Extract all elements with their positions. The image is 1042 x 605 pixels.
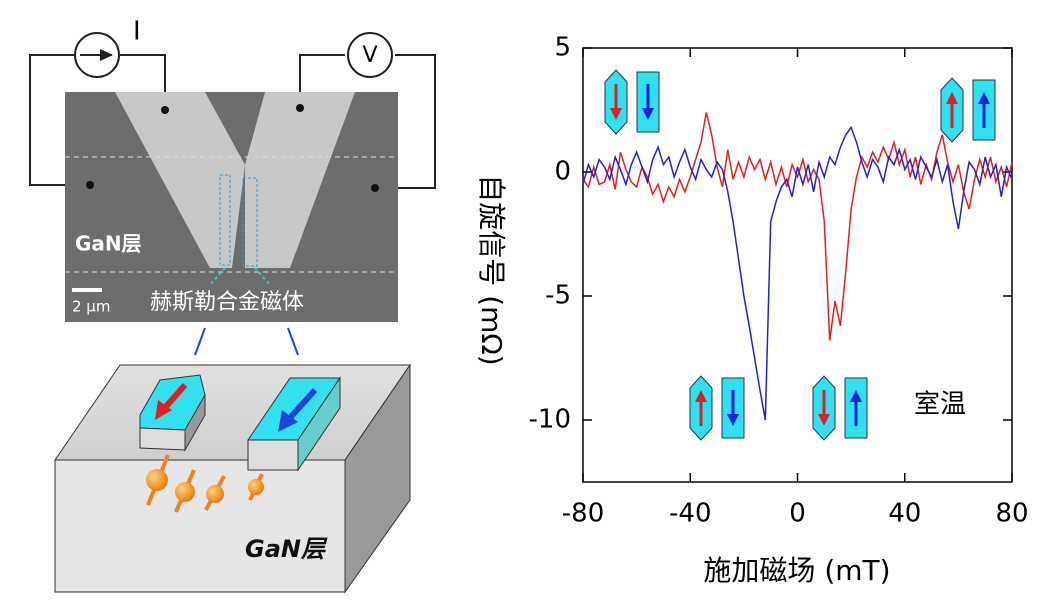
annotation: 室温 <box>914 390 966 420</box>
magnet-outline <box>242 177 258 267</box>
block-front <box>54 459 346 593</box>
spin-arrow <box>160 383 188 412</box>
scale-bar-label: 2 µm <box>72 298 110 316</box>
spin-arrow <box>727 414 739 426</box>
x-tick-label: -40 <box>669 499 711 529</box>
pointer <box>287 327 299 356</box>
spin-arrow <box>278 410 298 432</box>
x-tick-label: 80 <box>995 499 1028 529</box>
block-label: GaN层 <box>245 535 328 563</box>
contact <box>296 104 304 112</box>
pointer <box>254 267 271 286</box>
data-line <box>582 125 1013 421</box>
electrode <box>245 92 355 268</box>
y-axis-label: 自旋信号 (mΩ) <box>475 174 508 365</box>
magnet-outline <box>219 174 231 266</box>
spin-arrow <box>818 414 830 426</box>
x-tick-label: 0 <box>789 499 806 529</box>
spin-arrow <box>642 108 654 120</box>
sem-layer-label: GaN层 <box>75 232 142 256</box>
current-label: I <box>133 17 141 47</box>
electrode <box>115 92 245 268</box>
pointer <box>209 267 226 286</box>
spin-arrow <box>946 92 958 104</box>
contact <box>371 184 379 192</box>
magnet-base <box>247 439 299 471</box>
data-line <box>582 112 1013 341</box>
x-tick-label: -80 <box>562 499 604 529</box>
spin-arrow <box>155 400 172 420</box>
spin-arrow <box>610 108 622 120</box>
contact <box>161 106 169 114</box>
y-tick-label: 5 <box>554 33 571 63</box>
pointer <box>194 327 206 356</box>
current-arrow <box>100 49 113 61</box>
x-axis-label: 施加磁场 (mT) <box>703 554 890 587</box>
block-side <box>344 363 411 594</box>
spin-arrow <box>978 92 990 104</box>
x-tick-label: 40 <box>888 499 921 529</box>
magnet-base <box>139 427 186 451</box>
magnet-base <box>184 393 206 452</box>
y-tick-label: 0 <box>554 157 571 187</box>
spin-arrow <box>695 390 707 402</box>
y-tick-label: -5 <box>545 281 571 311</box>
spin-arrow <box>850 390 862 402</box>
spin-arrow <box>285 387 318 423</box>
electrons <box>146 454 264 513</box>
magnet-base <box>297 376 341 472</box>
magnet-label: 赫斯勒合金磁体 <box>150 290 304 315</box>
circuit <box>29 32 436 189</box>
y-tick-label: -10 <box>529 405 571 435</box>
voltage-label: V <box>362 43 377 68</box>
contact <box>86 181 94 189</box>
